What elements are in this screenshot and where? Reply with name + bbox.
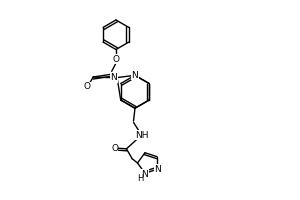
Text: O: O: [111, 144, 118, 153]
Text: N: N: [142, 170, 148, 179]
Text: O: O: [112, 55, 119, 64]
Text: NH: NH: [135, 131, 149, 140]
Text: H: H: [137, 174, 143, 183]
Text: N: N: [132, 71, 138, 80]
Text: O: O: [83, 82, 91, 91]
Text: N: N: [154, 165, 161, 174]
Text: N: N: [110, 73, 117, 82]
